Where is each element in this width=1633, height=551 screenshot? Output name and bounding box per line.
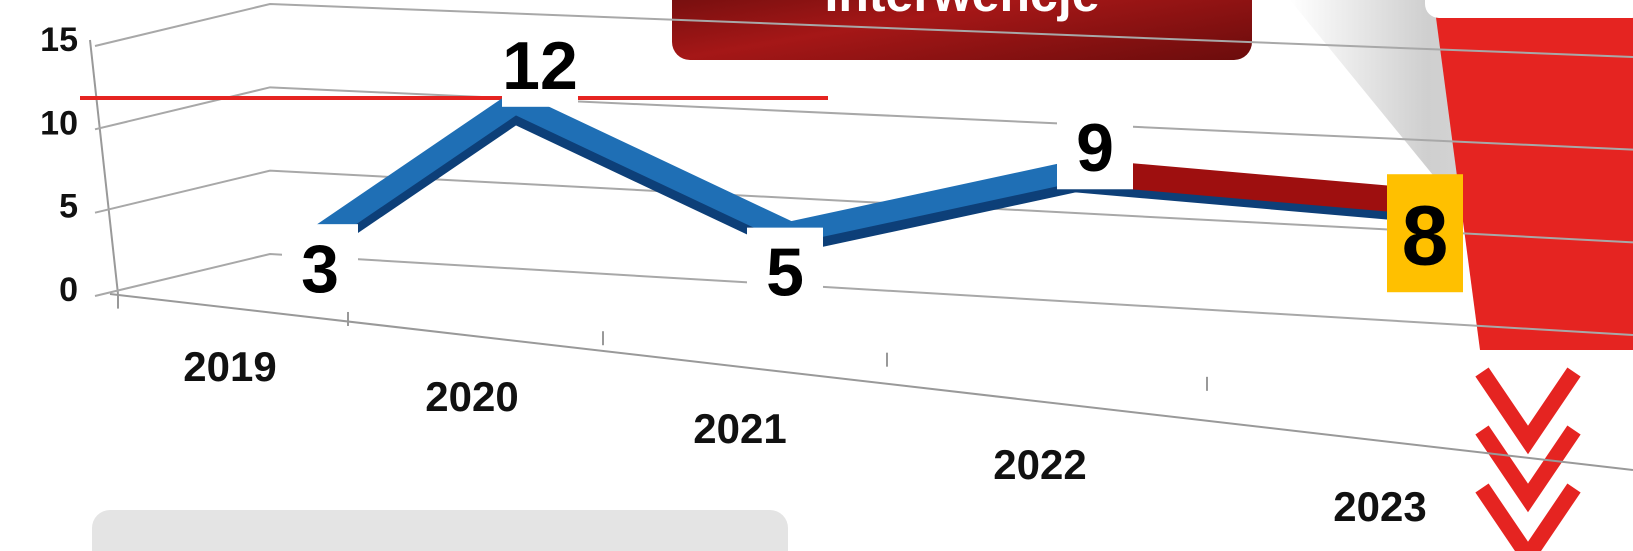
chevron	[1475, 367, 1581, 455]
data-label-box	[1057, 103, 1133, 190]
data-label: 9	[1076, 110, 1114, 186]
chart-title: Interwencje	[824, 0, 1099, 22]
data-label: 3	[301, 231, 339, 307]
red-panel	[1435, 10, 1633, 350]
chevron	[1475, 483, 1581, 551]
data-label: 8	[1402, 188, 1449, 282]
x-tick-label: 2020	[425, 373, 518, 420]
y-tick-label: 5	[59, 188, 78, 226]
chevron	[1475, 425, 1581, 513]
data-label-box	[747, 227, 823, 314]
data-label: 5	[766, 235, 804, 311]
data-label-box	[1387, 174, 1463, 293]
x-tick-label: 2023	[1333, 483, 1426, 530]
y-tick-label: 15	[40, 21, 78, 59]
x-tick-label: 2019	[183, 343, 276, 390]
caption-box	[92, 510, 788, 551]
x-tick-label: 2022	[993, 441, 1086, 488]
y-tick-label: 10	[40, 104, 78, 142]
data-label: 12	[502, 28, 578, 104]
x-tick-label: 2021	[693, 405, 786, 452]
grid-line	[94, 252, 1633, 336]
y-tick-label: 0	[59, 271, 78, 309]
y-axis	[89, 39, 119, 295]
data-label-box	[282, 224, 358, 311]
grid-line	[94, 86, 1633, 151]
white-tab	[1425, 0, 1633, 18]
data-label-box	[502, 20, 578, 107]
decoration	[92, 0, 1633, 551]
x-axis	[109, 293, 1633, 471]
grid-line	[94, 2, 1633, 58]
grid-line	[94, 169, 1633, 244]
